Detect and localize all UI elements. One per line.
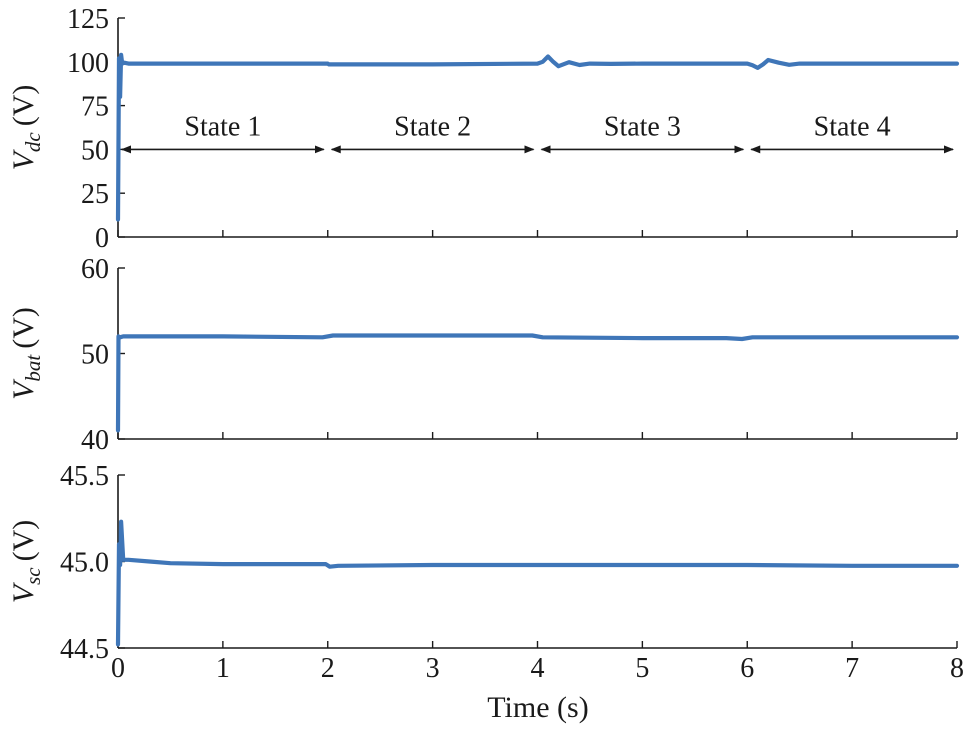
- y-tick-label: 45.0: [60, 548, 109, 579]
- x-tick-label: 8: [950, 653, 964, 684]
- state-label: State 4: [814, 111, 891, 142]
- y-tick-label: 25: [81, 179, 109, 210]
- y-axis-title-unit: (V): [7, 307, 40, 349]
- chart-panel-vdc: 0 25 50 75 100 125 Vdc (V) State 1 State 2 State 3…: [7, 4, 960, 254]
- x-tick-label: 2: [321, 653, 335, 684]
- y-tick-label: 125: [67, 4, 109, 35]
- y-axis-title: Vdc (V): [7, 85, 45, 171]
- y-tick-label: 50: [81, 340, 109, 371]
- y-axis-title-subscript: sc: [21, 567, 45, 585]
- y-axis-title-symbol: V: [7, 378, 40, 400]
- y-tick-label: 75: [81, 92, 109, 123]
- y-axis-title-subscript: dc: [21, 132, 45, 153]
- y-tick-label: 100: [67, 48, 109, 79]
- series-line-vsc: [115, 519, 960, 647]
- x-tick-label: 5: [635, 653, 649, 684]
- y-tick-label: 40: [81, 425, 109, 456]
- x-tick-label: 3: [426, 653, 440, 684]
- y-axis-title-unit: (V): [7, 520, 40, 562]
- x-tick-label: 4: [531, 653, 545, 684]
- x-tick-label: 6: [740, 653, 754, 684]
- y-axis-title: Vbat (V): [7, 307, 45, 400]
- y-axis-title: Vsc (V): [7, 520, 45, 603]
- x-axis-title: Time (s): [487, 691, 588, 724]
- y-axis-title-subscript: bat: [21, 354, 45, 382]
- x-tick-label: 1: [216, 653, 230, 684]
- y-axis-title-unit: (V): [7, 85, 40, 127]
- y-tick-label: 45.5: [60, 461, 109, 492]
- state-label: State 3: [604, 111, 681, 142]
- series-line-vbat: [115, 333, 960, 433]
- y-tick-label: 44.5: [60, 634, 109, 665]
- y-axis-title-symbol: V: [7, 581, 40, 603]
- y-tick-label: 60: [81, 254, 109, 285]
- y-tick-label: 0: [95, 223, 109, 254]
- x-tick-label: 7: [845, 653, 859, 684]
- series-line-vdc: [115, 52, 960, 222]
- x-tick-label: 0: [111, 653, 125, 684]
- state-label: State 1: [184, 111, 261, 142]
- y-tick-label: 50: [81, 135, 109, 166]
- y-axis-title-symbol: V: [7, 148, 40, 170]
- state-label: State 2: [394, 111, 471, 142]
- chart-panel-vsc: 44.5 45.0 45.5 0 1 2 3 4 5 6 7 8 Vsc (V): [7, 461, 964, 684]
- chart-panel-vbat: 40 50 60 Vbat (V): [7, 254, 960, 456]
